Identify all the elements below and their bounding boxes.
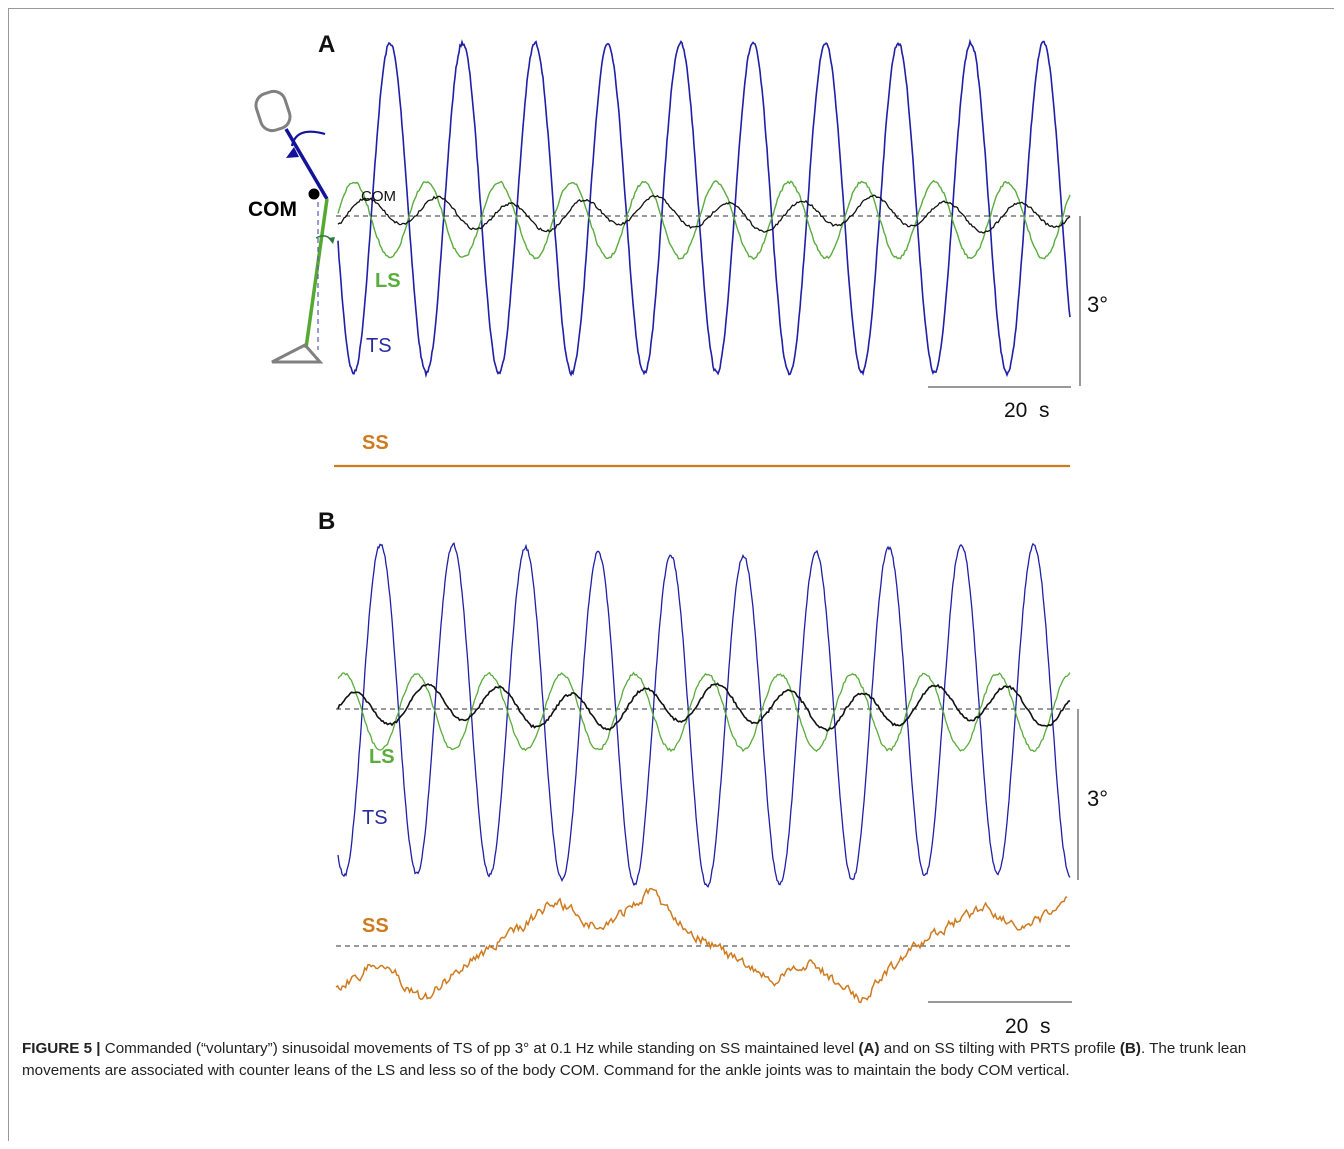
panel-b-ts-trace bbox=[337, 542, 1071, 888]
head-shape bbox=[254, 89, 292, 133]
panel-b-scale-y-label: 3° bbox=[1087, 786, 1108, 811]
panel-a-ls-label: LS bbox=[375, 270, 401, 292]
body-stick-figure bbox=[254, 89, 335, 364]
panel-a-ts-trace bbox=[337, 38, 1071, 379]
figure-frame bbox=[8, 8, 1334, 1141]
caption-text-3: . The trunk lean movements are associate… bbox=[22, 1040, 1247, 1079]
leg-arrow-head-icon bbox=[328, 237, 335, 244]
caption-ref-a: (A) bbox=[858, 1040, 880, 1057]
figure-caption: FIGURE 5 | Commanded (“voluntary”) sinus… bbox=[22, 1038, 1312, 1082]
panel-a-scale-x-label: 20 s bbox=[1004, 399, 1050, 422]
panel-a-scale-y-label: 3° bbox=[1087, 292, 1108, 317]
trunk-arrow-head-icon bbox=[286, 147, 299, 158]
panel-a-label: A bbox=[318, 31, 335, 58]
panel-a-ts-label: TS bbox=[366, 335, 392, 357]
panel-a-com-trace bbox=[337, 194, 1071, 234]
panel-b-scale-x-label: 20 s bbox=[1005, 1015, 1051, 1038]
panel-b-label: B bbox=[318, 508, 335, 535]
trunk-segment bbox=[284, 128, 329, 200]
panel-a-ss-label: SS bbox=[362, 432, 389, 454]
com-dot-icon bbox=[308, 188, 320, 200]
panel-a-ls-trace bbox=[337, 179, 1071, 261]
panel-b-ss-trace bbox=[335, 887, 1068, 1004]
trunk-rotation-arrow bbox=[290, 130, 326, 147]
panel-b-ss-label: SS bbox=[362, 915, 389, 937]
panel-b-ls-trace bbox=[337, 671, 1071, 753]
foot-shape bbox=[271, 343, 324, 364]
panel-a-com-label: COM bbox=[361, 188, 396, 205]
caption-text-1: Commanded (“voluntary”) sinusoidal movem… bbox=[100, 1040, 859, 1057]
body-com-label: COM bbox=[248, 198, 297, 221]
caption-ref-b: (B) bbox=[1119, 1040, 1141, 1057]
panel-b-com-trace bbox=[337, 682, 1071, 732]
caption-text-2: and on SS tilting with PRTS profile bbox=[879, 1040, 1120, 1057]
panel-b-ts-label: TS bbox=[362, 807, 388, 829]
caption-figure-label: FIGURE 5 | bbox=[22, 1040, 101, 1057]
leg-segment bbox=[304, 198, 329, 349]
panel-b-ls-label: LS bbox=[369, 746, 395, 768]
